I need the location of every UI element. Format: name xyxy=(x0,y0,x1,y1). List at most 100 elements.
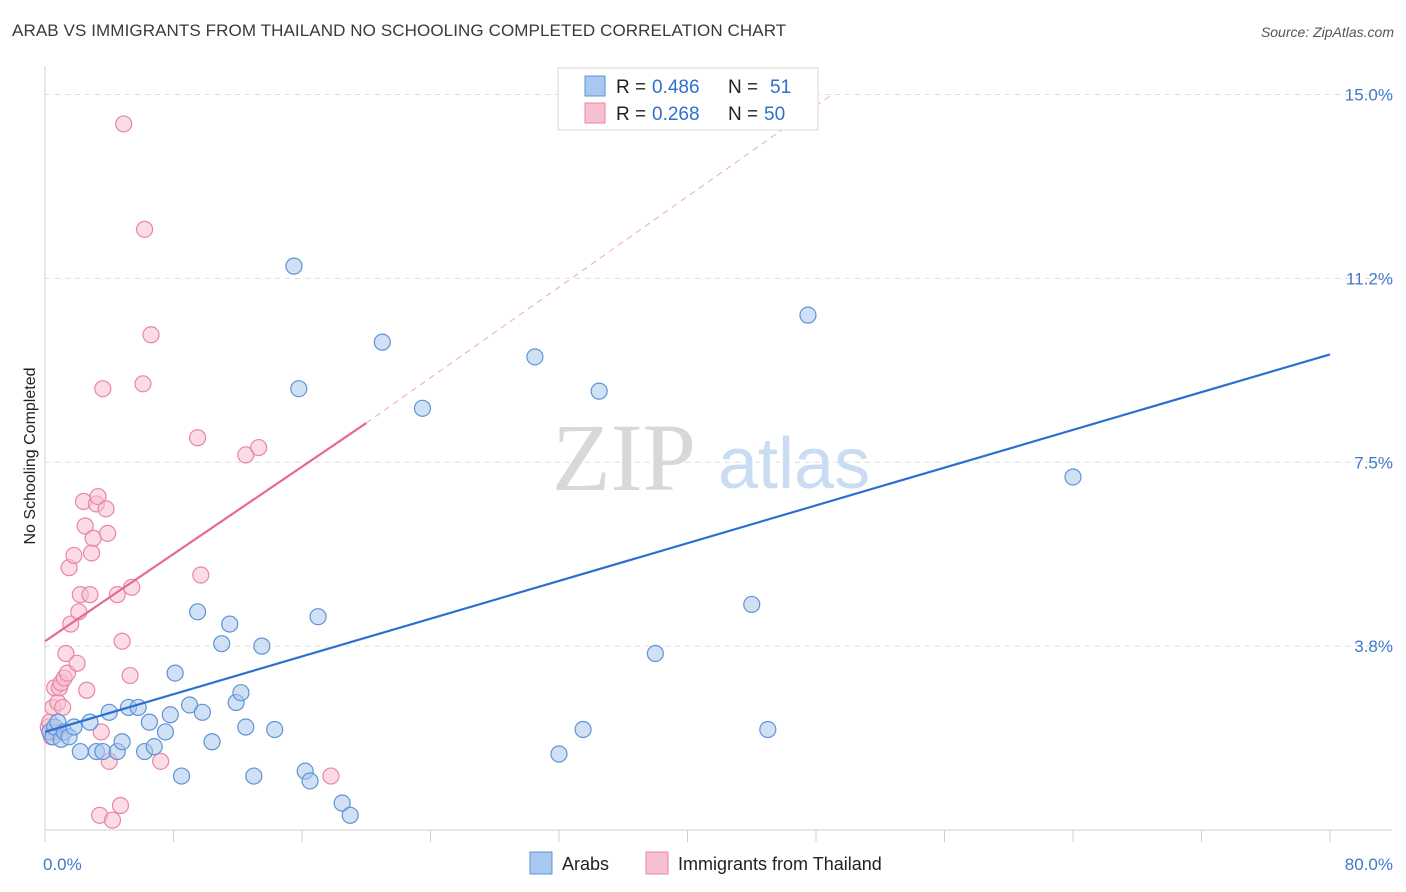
arabs-point-22 xyxy=(166,664,184,682)
y-axis-label: No Schooling Completed xyxy=(22,368,39,545)
thailand-point-41 xyxy=(135,220,154,238)
legend-arabs-n-label: N = xyxy=(728,77,758,98)
arabs-point-24 xyxy=(180,696,199,714)
arabs-point-8 xyxy=(71,742,89,761)
thailand-point-36 xyxy=(113,632,131,650)
thailand-point-46 xyxy=(237,446,255,464)
arabs-point-35 xyxy=(266,720,284,739)
thailand-point-42 xyxy=(142,326,160,344)
arabs-point-50 xyxy=(743,595,761,614)
arabs-point-14 xyxy=(113,733,131,751)
arabs-point-47 xyxy=(574,720,592,739)
x-tick-label-1: 80.0% xyxy=(1345,855,1393,874)
series-arabs-points xyxy=(41,257,1082,824)
y-tick-label-2: 7.5% xyxy=(1354,453,1393,472)
arabs-point-41 xyxy=(333,794,351,812)
thailand-point-40 xyxy=(134,375,152,393)
thailand-point-20 xyxy=(76,517,94,535)
arabs-point-27 xyxy=(203,733,221,751)
arabs-point-43 xyxy=(373,333,391,351)
arabs-point-48 xyxy=(590,382,608,400)
legend-thailand-r-value: 0.268 xyxy=(652,104,700,125)
thailand-point-48 xyxy=(322,767,340,785)
legend-thailand-r-label: R = xyxy=(616,104,646,125)
arabs-point-28 xyxy=(213,635,231,653)
arabs-point-49 xyxy=(646,644,664,663)
legend-swatch-arabs xyxy=(584,75,606,97)
y-tick-labels: 15.0% 11.2% 7.5% 3.8% xyxy=(1345,86,1393,657)
watermark: ZIP atlas xyxy=(552,404,870,511)
legend-box: R = 0.486 N = 51 R = 0.268 N = 50 xyxy=(557,67,819,131)
arabs-point-32 xyxy=(237,718,255,736)
arabs-point-52 xyxy=(799,306,817,324)
arabs-point-44 xyxy=(413,399,432,417)
arabs-trend-line xyxy=(44,353,1331,733)
thailand-point-21 xyxy=(78,681,96,699)
arabs-point-36 xyxy=(285,257,303,275)
source-credit: Source: ZipAtlas.com xyxy=(1260,24,1394,40)
bottom-legend-thailand: Immigrants from Thailand xyxy=(678,854,882,874)
arabs-point-53 xyxy=(1064,468,1082,486)
bottom-legend-arabs: Arabs xyxy=(562,854,609,874)
bottom-legend: Arabs Immigrants from Thailand xyxy=(529,851,882,875)
legend-arabs-r-value: 0.486 xyxy=(652,77,700,98)
watermark-atlas: atlas xyxy=(718,424,870,504)
thailand-point-22 xyxy=(81,586,99,604)
thailand-point-43 xyxy=(152,752,170,770)
thailand-point-9 xyxy=(54,698,72,717)
bottom-legend-swatch-thailand xyxy=(645,851,669,875)
thailand-point-24 xyxy=(84,529,102,547)
y-tick-label-3: 3.8% xyxy=(1354,637,1393,656)
legend-thailand-n-value: 50 xyxy=(764,104,785,125)
thailand-point-31 xyxy=(99,524,117,542)
legend-arabs-r-label: R = xyxy=(616,77,646,98)
arabs-point-25 xyxy=(188,603,207,621)
thailand-point-28 xyxy=(92,723,110,741)
arabs-point-39 xyxy=(301,772,319,790)
arabs-point-20 xyxy=(156,723,175,741)
thailand-point-30 xyxy=(97,500,115,518)
x-tick-labels: 0.0% 80.0% xyxy=(43,855,1393,874)
thailand-point-44 xyxy=(188,429,207,447)
thailand-point-45 xyxy=(192,566,210,584)
thailand-point-23 xyxy=(82,544,101,562)
y-tick-label-0: 15.0% xyxy=(1345,86,1393,105)
watermark-zip: ZIP xyxy=(552,404,696,511)
arabs-point-31 xyxy=(232,684,250,702)
chart-title: ARAB VS IMMIGRANTS FROM THAILAND NO SCHO… xyxy=(12,21,787,40)
thailand-point-11 xyxy=(57,644,75,663)
trend-lines xyxy=(44,94,1331,733)
arabs-point-40 xyxy=(309,608,327,626)
legend-swatch-thailand xyxy=(584,102,606,124)
thailand-point-16 xyxy=(68,654,86,672)
legend-thailand-n-label: N = xyxy=(728,104,758,125)
arabs-point-45 xyxy=(526,348,544,366)
y-tick-label-1: 11.2% xyxy=(1346,269,1393,288)
thailand-point-37 xyxy=(115,115,133,133)
arabs-point-46 xyxy=(550,745,568,763)
arabs-point-34 xyxy=(253,637,271,655)
arabs-point-26 xyxy=(193,703,212,721)
arabs-point-37 xyxy=(290,380,308,398)
legend-arabs-n-value: 51 xyxy=(770,77,791,98)
thailand-point-26 xyxy=(89,487,107,506)
arabs-point-33 xyxy=(245,767,263,785)
thailand-point-35 xyxy=(111,796,130,815)
arabs-point-11 xyxy=(94,742,112,761)
thailand-point-33 xyxy=(103,811,122,829)
axes xyxy=(44,66,1392,842)
thailand-point-38 xyxy=(121,666,139,685)
thailand-point-15 xyxy=(65,546,83,565)
x-tick-label-0: 0.0% xyxy=(43,855,82,874)
arabs-point-18 xyxy=(140,713,159,731)
arabs-point-51 xyxy=(759,720,777,739)
arabs-point-23 xyxy=(172,767,191,785)
arabs-point-29 xyxy=(221,615,239,633)
arabs-point-19 xyxy=(145,738,163,756)
thailand-point-47 xyxy=(250,438,268,457)
bottom-legend-swatch-arabs xyxy=(529,851,553,875)
thailand-point-29 xyxy=(94,380,112,398)
thailand-trend-extension xyxy=(365,94,833,424)
grid-lines xyxy=(45,94,1392,647)
